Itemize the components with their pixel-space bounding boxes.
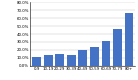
Bar (125, 13, 133, 66)
Bar (79, 50, 87, 66)
Bar (102, 41, 110, 66)
Bar (32, 56, 41, 66)
Bar (113, 29, 122, 66)
Bar (44, 55, 53, 66)
Bar (90, 47, 99, 66)
Bar (55, 54, 64, 66)
Bar (67, 55, 76, 66)
